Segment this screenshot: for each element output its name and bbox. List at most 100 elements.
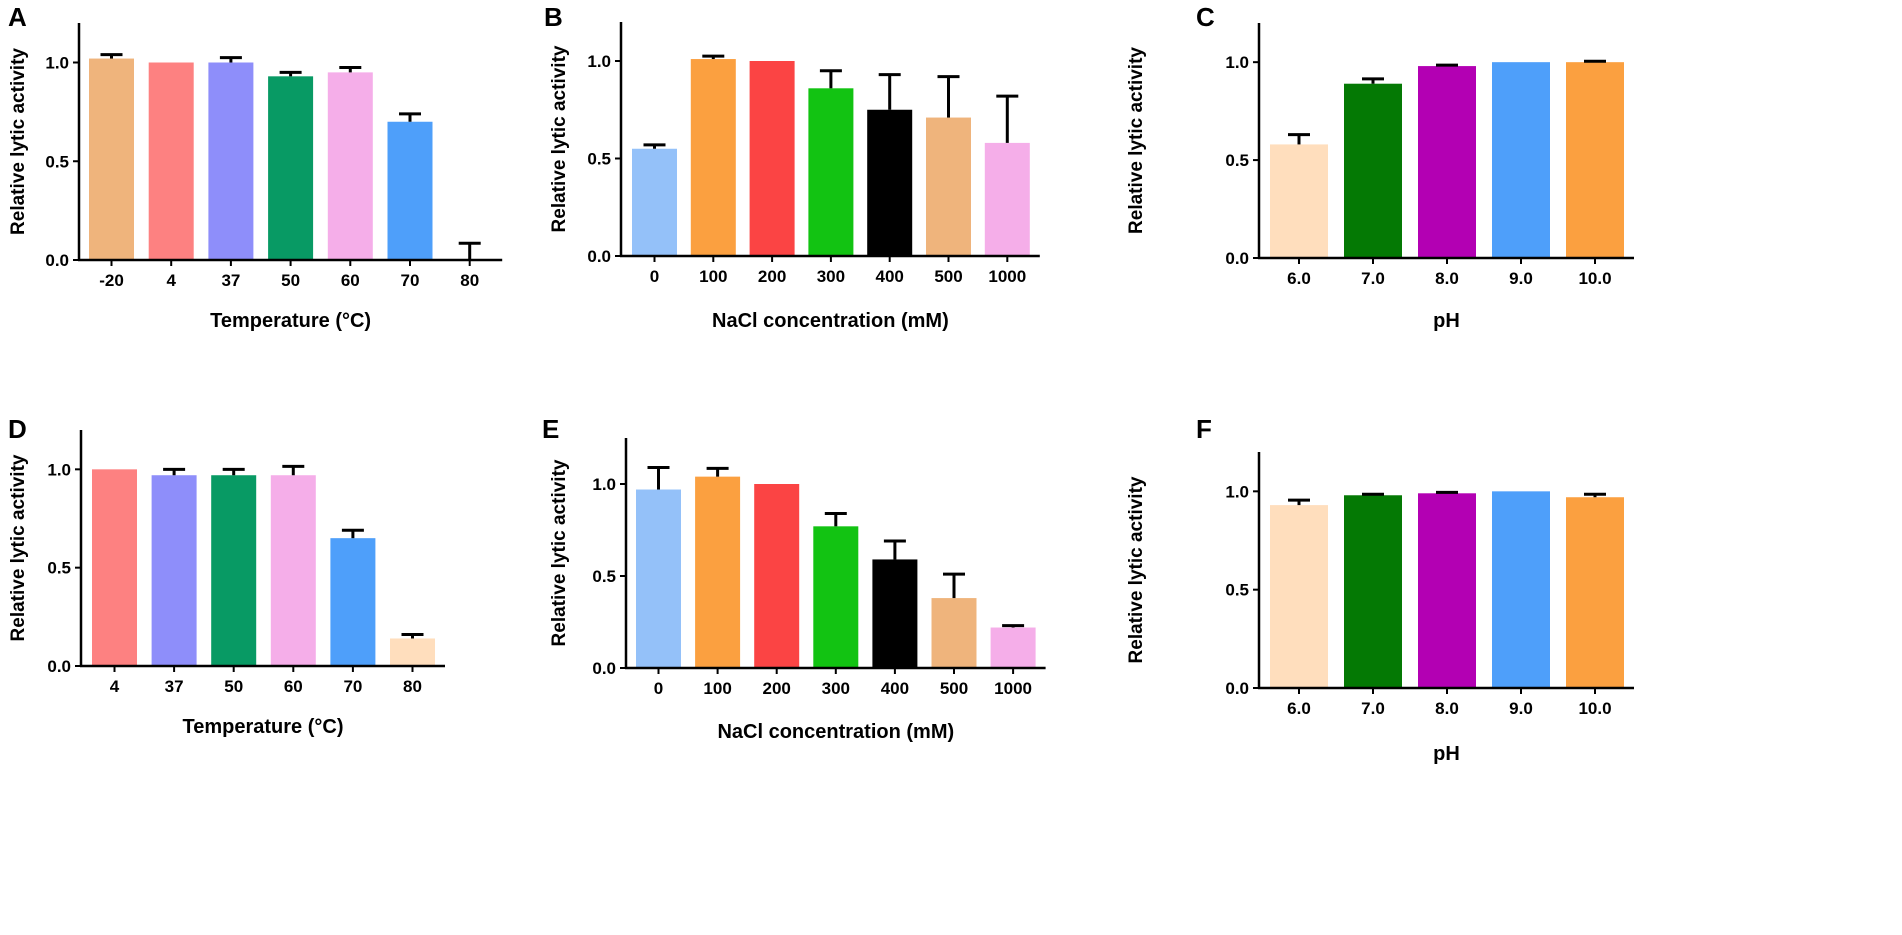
bar: [636, 489, 681, 668]
bar: [1418, 493, 1476, 688]
bar: [984, 142, 1030, 256]
y-tick-label: 1.0: [47, 460, 71, 479]
bar: [632, 148, 677, 256]
bar: [1492, 491, 1550, 688]
bar: [148, 62, 194, 260]
bar: [867, 109, 913, 256]
x-tick-label: 0: [654, 679, 663, 698]
y-axis-title: Relative lytic activity: [8, 48, 29, 235]
x-tick-label: 1000: [988, 267, 1026, 286]
x-tick-label: -20: [99, 271, 124, 290]
panel-letter: E: [542, 414, 559, 444]
bar: [754, 484, 800, 668]
x-tick-label: 70: [401, 271, 420, 290]
y-tick-label: 0.0: [587, 247, 611, 266]
x-tick-label: 300: [822, 679, 850, 698]
panel-letter: F: [1196, 414, 1212, 444]
x-axis-title: Temperature (°C): [183, 716, 344, 738]
x-tick-label: 6.0: [1287, 699, 1311, 718]
x-tick-label: 10.0: [1578, 269, 1611, 288]
panel-letter: B: [544, 2, 563, 32]
x-tick-label: 100: [703, 679, 731, 698]
chart-panel-f: F 6.0 7.0 8.0 9.0 10.0 0.0 0.5 1.0 Relative lytic…: [1126, 414, 1634, 765]
bar: [931, 598, 977, 668]
y-tick-label: 0.5: [47, 559, 71, 578]
chart-panel-d: D 4 37 50 60 70 80 0.0 0.5 1.0 Relative lytic acti…: [8, 414, 445, 738]
x-tick-label: 200: [763, 679, 791, 698]
x-tick-label: 8.0: [1435, 699, 1459, 718]
y-tick-label: 1.0: [587, 52, 611, 71]
y-tick-label: 1.0: [45, 54, 69, 73]
bar: [872, 559, 918, 668]
bar: [387, 121, 433, 260]
y-tick-label: 0.0: [45, 251, 69, 270]
x-tick-label: 500: [934, 267, 962, 286]
bar: [1270, 144, 1328, 258]
bar: [1270, 505, 1328, 688]
x-tick-label: 8.0: [1435, 269, 1459, 288]
y-tick-label: 0.5: [587, 150, 611, 169]
chart-panel-b: B 0 100 200 300 400 500 1000 0.0 0.5 1.0 Relative l…: [544, 2, 1040, 332]
bar: [1566, 62, 1624, 258]
bar: [1492, 62, 1550, 258]
y-tick-label: 1.0: [592, 475, 616, 494]
bar: [1344, 83, 1402, 258]
x-axis-title: NaCl concentration (mM): [712, 310, 949, 332]
x-tick-label: 100: [699, 267, 727, 286]
x-tick-label: 1000: [994, 679, 1032, 698]
y-tick-label: 0.5: [592, 567, 616, 586]
bar: [990, 627, 1036, 668]
x-tick-label: 10.0: [1578, 699, 1611, 718]
x-tick-label: 4: [166, 271, 176, 290]
x-tick-label: 9.0: [1509, 699, 1533, 718]
bar: [330, 538, 376, 666]
bar: [1344, 495, 1402, 688]
x-tick-label: 400: [881, 679, 909, 698]
x-tick-label: 500: [940, 679, 968, 698]
bar: [808, 88, 854, 256]
chart-panel-c: C 6.0 7.0 8.0 9.0 10.0 0.0 0.5 1.0 Relative lytic…: [1126, 2, 1634, 332]
x-tick-label: 37: [165, 677, 184, 696]
panel-letter: A: [8, 2, 27, 32]
chart-panel-a: A -20 4 37 50 60 70 80 0.0 0.5 1.0 Relative lytic a…: [8, 2, 503, 332]
bar: [390, 638, 435, 666]
y-axis-title: Relative lytic activity: [1126, 47, 1147, 234]
x-tick-label: 400: [876, 267, 904, 286]
x-tick-label: 200: [758, 267, 786, 286]
x-axis-title: Temperature (°C): [210, 310, 371, 332]
x-tick-label: 300: [817, 267, 845, 286]
bar: [749, 61, 795, 256]
bar: [268, 76, 314, 260]
x-tick-label: 60: [284, 677, 303, 696]
chart-panel-e: E 0 100 200 300 400 500 1000 0.0 0.5 1.0 Relative l…: [542, 414, 1046, 743]
bar: [926, 117, 971, 256]
y-axis-title: Relative lytic activity: [549, 459, 570, 646]
panel-letter: D: [8, 414, 27, 444]
bar: [151, 475, 197, 666]
x-tick-label: 60: [341, 271, 360, 290]
x-tick-label: 7.0: [1361, 699, 1385, 718]
y-axis-title: Relative lytic activity: [1126, 476, 1147, 663]
y-tick-label: 0.0: [47, 657, 71, 676]
y-axis-title: Relative lytic activity: [8, 454, 29, 641]
y-tick-label: 0.0: [1225, 679, 1249, 698]
y-tick-label: 1.0: [1225, 53, 1249, 72]
bar: [211, 475, 257, 666]
x-axis-title: pH: [1433, 743, 1460, 765]
bar: [1418, 66, 1476, 258]
x-axis-title: NaCl concentration (mM): [717, 721, 954, 743]
bar: [92, 469, 137, 666]
x-tick-label: 70: [343, 677, 362, 696]
y-axis-title: Relative lytic activity: [549, 45, 570, 232]
bar: [208, 62, 254, 260]
y-tick-label: 0.0: [1225, 249, 1249, 268]
y-tick-label: 1.0: [1225, 482, 1249, 501]
x-tick-label: 7.0: [1361, 269, 1385, 288]
x-tick-label: 4: [110, 677, 120, 696]
x-tick-label: 80: [403, 677, 422, 696]
bar: [1566, 497, 1624, 688]
bar: [327, 72, 373, 260]
y-tick-label: 0.5: [45, 152, 69, 171]
x-tick-label: 80: [460, 271, 479, 290]
